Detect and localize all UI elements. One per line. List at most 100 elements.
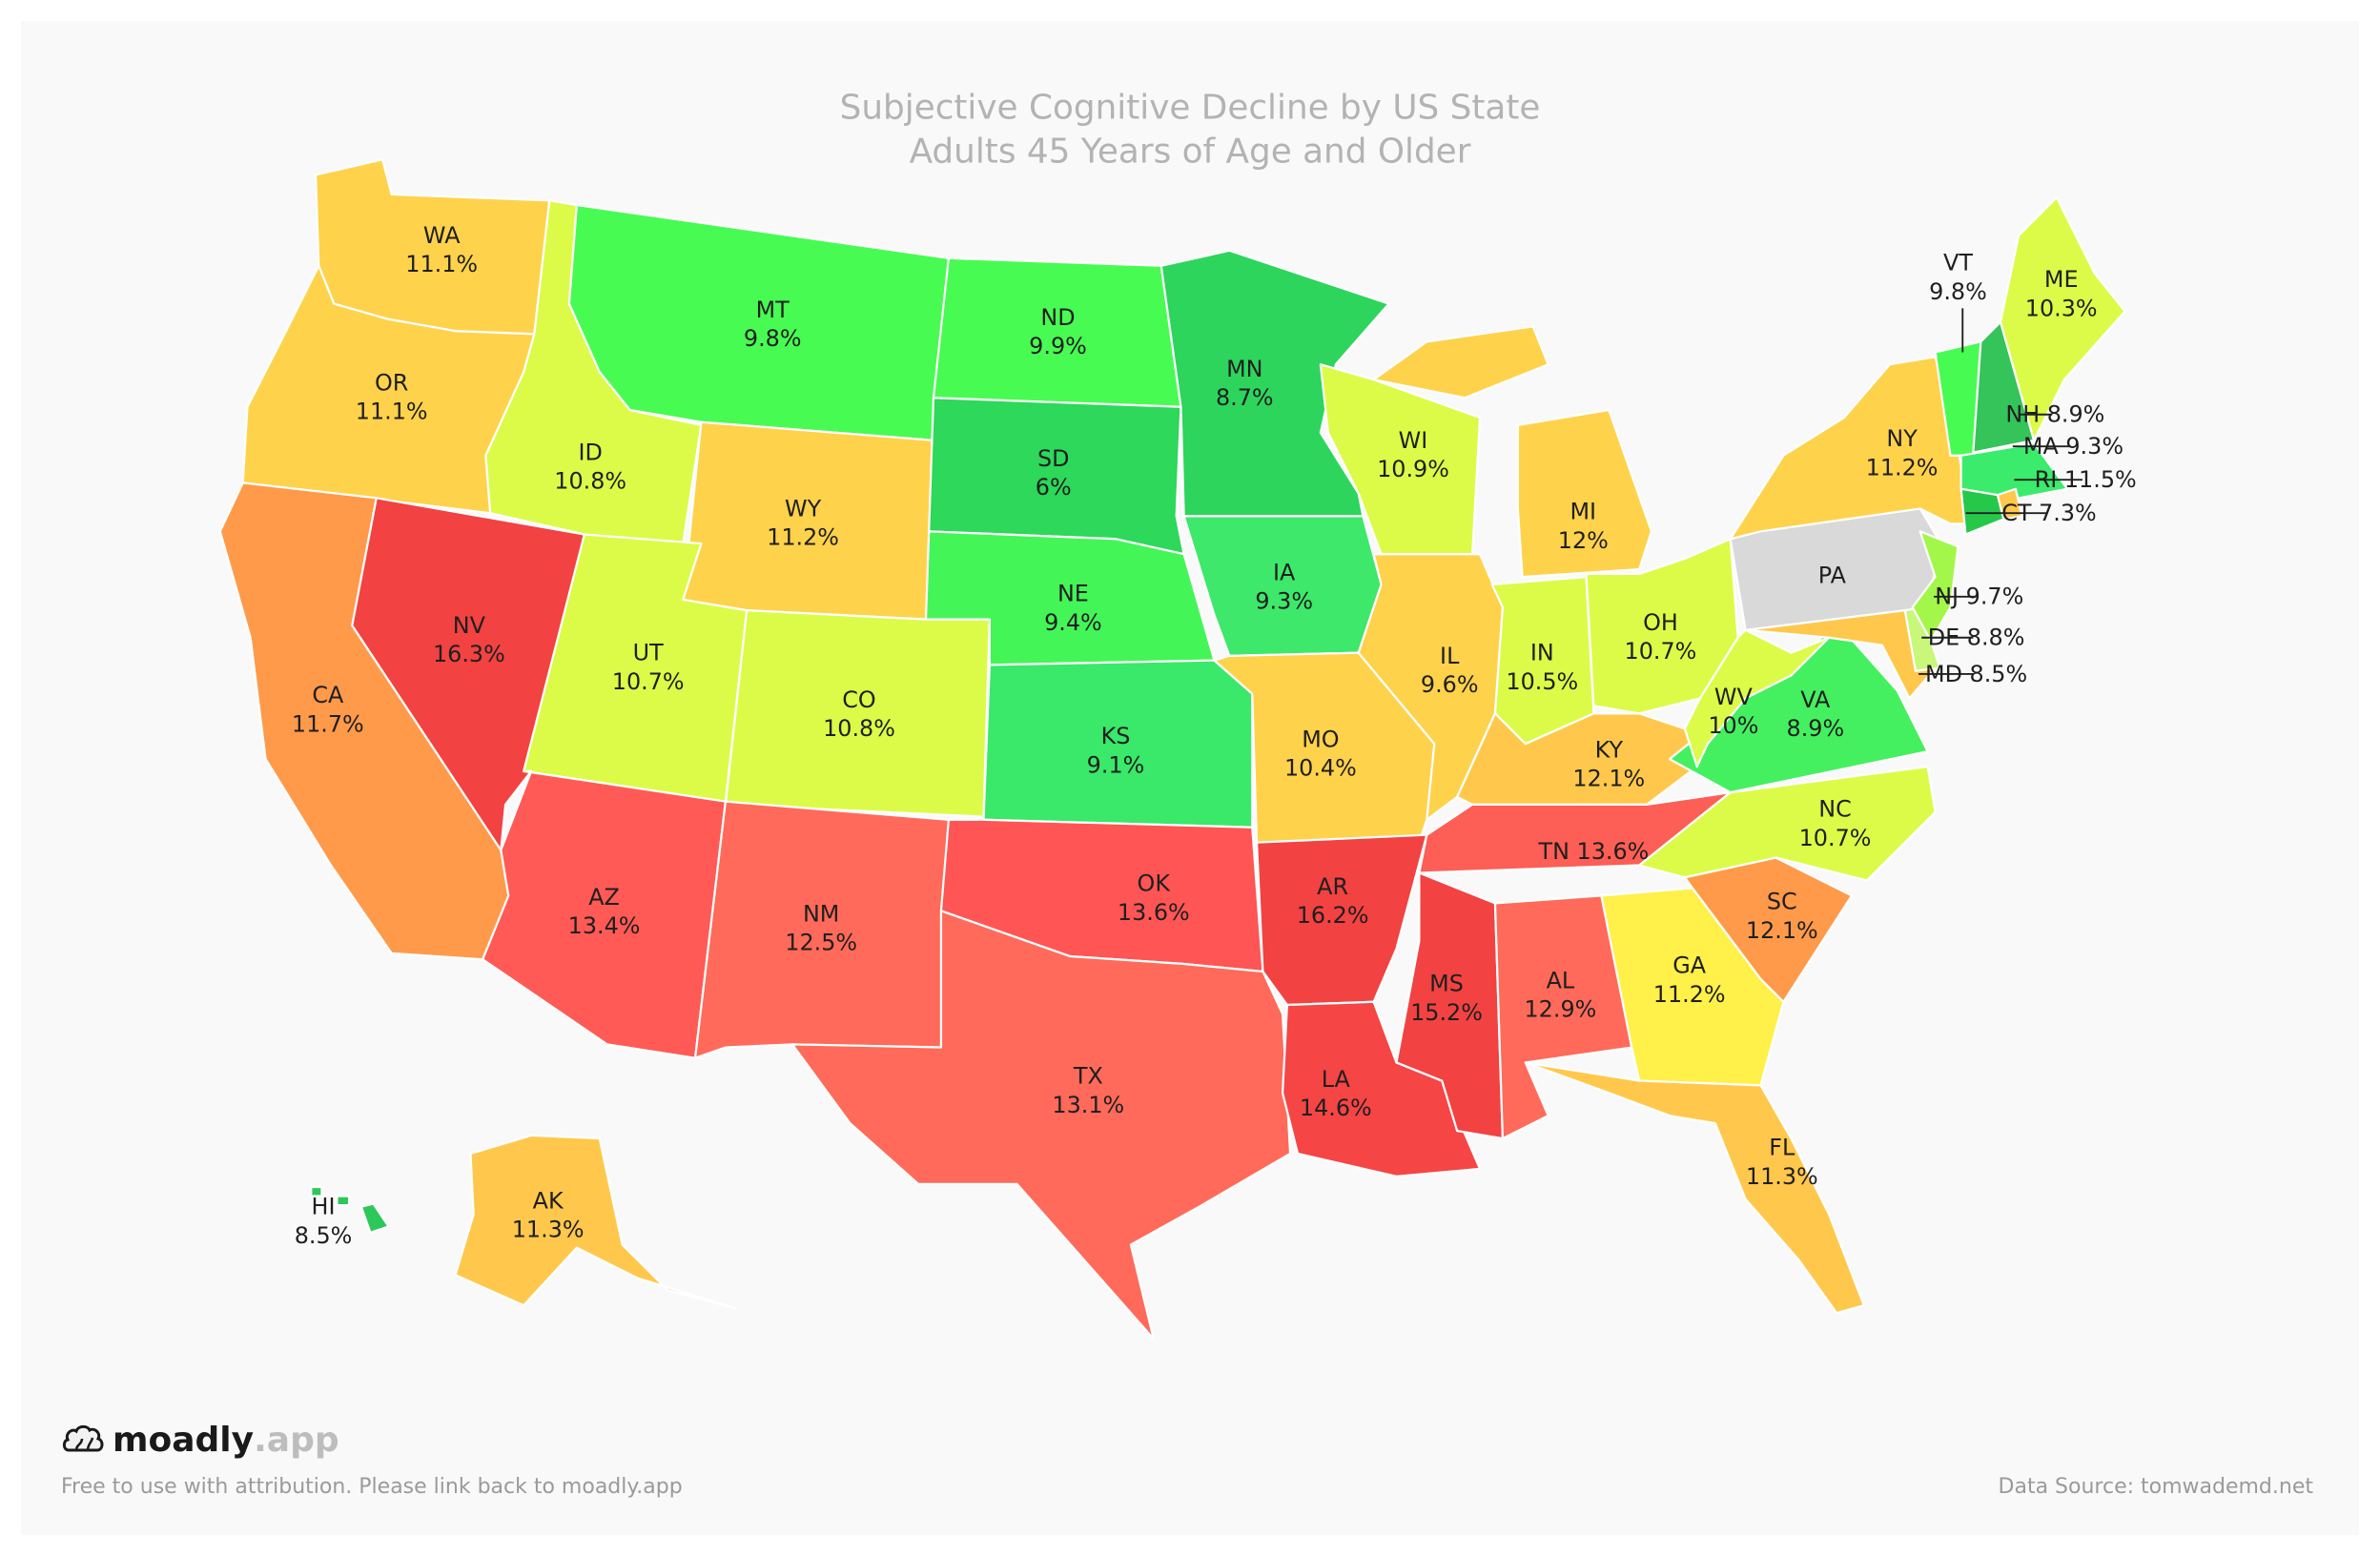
state-value-ia: 9.3% — [1255, 588, 1313, 615]
state-nc[interactable] — [1638, 765, 1937, 882]
state-label-va: VA — [1800, 686, 1831, 713]
state-label-pa: PA — [1818, 562, 1847, 588]
state-label-mt: MT — [756, 297, 790, 323]
state-value-ga: 11.2% — [1653, 981, 1726, 1008]
state-value-ca: 11.7% — [292, 710, 364, 737]
state-value-wv: 10% — [1708, 712, 1758, 739]
state-label-mo: MO — [1302, 726, 1339, 752]
map-subtitle: Adults 45 Years of Age and Older — [910, 133, 1471, 172]
state-value-va: 8.9% — [1787, 715, 1845, 742]
state-label-az: AZ — [588, 884, 620, 911]
state-wv[interactable] — [1683, 628, 1831, 768]
state-hi[interactable] — [310, 1185, 323, 1198]
state-label-mn: MN — [1226, 356, 1262, 382]
state-value-vt: 9.8% — [1929, 278, 1987, 305]
state-label-nc: NC — [1818, 796, 1852, 823]
state-label-ga: GA — [1672, 952, 1706, 979]
state-value-ks: 9.1% — [1087, 751, 1145, 778]
state-value-me: 10.3% — [2025, 295, 2098, 321]
state-value-wy: 11.2% — [767, 524, 839, 551]
state-hi[interactable] — [336, 1195, 351, 1207]
state-value-or: 11.1% — [356, 399, 428, 425]
state-value-il: 9.6% — [1421, 671, 1479, 698]
state-label-ks: KS — [1101, 723, 1131, 749]
state-label-id: ID — [579, 440, 603, 466]
state-value-mt: 9.8% — [744, 325, 802, 352]
state-label-md: MD 8.5% — [1925, 661, 2027, 687]
data-source-text: Data Source: tomwademd.net — [1998, 1475, 2313, 1499]
state-mi[interactable] — [1372, 325, 1549, 399]
state-label-mi: MI — [1570, 499, 1596, 525]
state-label-ct: CT 7.3% — [2001, 500, 2096, 526]
state-label-me: ME — [2044, 266, 2079, 293]
state-value-wa: 11.1% — [405, 251, 478, 277]
state-label-sc: SC — [1767, 889, 1797, 915]
state-value-fl: 11.3% — [1746, 1163, 1818, 1190]
state-co[interactable] — [724, 608, 991, 818]
state-value-ak: 11.3% — [512, 1217, 585, 1243]
state-ct[interactable] — [1959, 487, 2005, 536]
state-label-wa: WA — [423, 222, 461, 249]
state-tx[interactable] — [790, 910, 1292, 1341]
state-value-nv: 16.3% — [433, 641, 505, 667]
state-label-hi: HI — [312, 1194, 336, 1220]
state-value-in: 10.5% — [1506, 668, 1578, 695]
state-label-in: IN — [1530, 640, 1554, 666]
state-label-ca: CA — [312, 682, 344, 708]
state-value-ne: 9.4% — [1044, 609, 1102, 636]
state-label-nd: ND — [1040, 304, 1075, 331]
state-label-or: OR — [375, 369, 408, 396]
state-label-ky: KY — [1595, 737, 1624, 764]
state-value-al: 12.9% — [1525, 996, 1597, 1023]
state-value-mi: 12% — [1558, 527, 1609, 554]
state-label-ne: NE — [1057, 581, 1089, 607]
state-label-ar: AR — [1317, 873, 1348, 900]
state-label-ny: NY — [1886, 425, 1918, 452]
state-value-ky: 12.1% — [1572, 766, 1645, 792]
state-me[interactable] — [1999, 196, 2126, 441]
state-label-tx: TX — [1073, 1063, 1103, 1090]
state-mi[interactable] — [1516, 408, 1653, 579]
state-label-al: AL — [1547, 967, 1575, 993]
state-fl[interactable] — [1524, 1061, 1865, 1315]
state-label-oh: OH — [1643, 609, 1678, 636]
state-ia[interactable] — [1182, 515, 1383, 657]
state-ak[interactable] — [454, 1134, 738, 1310]
brand-logo[interactable]: moadly .app — [61, 1421, 339, 1460]
state-value-ms: 15.2% — [1410, 999, 1483, 1026]
state-label-wy: WY — [785, 495, 822, 522]
state-label-ak: AK — [533, 1187, 564, 1214]
state-la[interactable] — [1281, 1000, 1482, 1177]
state-label-wv: WV — [1714, 684, 1754, 710]
state-value-mo: 10.4% — [1284, 755, 1357, 782]
state-value-sd: 6% — [1036, 474, 1072, 501]
state-value-hi: 8.5% — [295, 1222, 353, 1249]
state-label-nv: NV — [453, 612, 486, 639]
brain-icon — [62, 1424, 104, 1451]
map-title: Subjective Cognitive Decline by US State — [840, 88, 1541, 127]
state-il[interactable] — [1357, 553, 1505, 821]
state-label-ri: RI 11.5% — [2035, 466, 2137, 493]
state-ma[interactable] — [1959, 441, 2069, 502]
state-hi[interactable] — [359, 1202, 390, 1234]
state-value-id: 10.8% — [554, 468, 626, 495]
state-value-nd: 9.9% — [1029, 333, 1087, 359]
state-value-ok: 13.6% — [1118, 899, 1190, 926]
state-label-fl: FL — [1769, 1135, 1795, 1161]
state-nj[interactable] — [1911, 530, 1959, 643]
attribution-text: Free to use with attribution. Please lin… — [61, 1475, 683, 1499]
state-value-nc: 10.7% — [1799, 825, 1872, 851]
state-value-ut: 10.7% — [612, 668, 685, 695]
state-ks[interactable] — [982, 659, 1254, 829]
state-ny[interactable] — [1729, 356, 1972, 541]
brand-tld: .app — [254, 1421, 339, 1460]
state-label-nj: NJ 9.7% — [1935, 584, 2023, 610]
state-label-tn: TN 13.6% — [1538, 838, 1650, 865]
state-label-il: IL — [1440, 643, 1460, 669]
state-value-oh: 10.7% — [1625, 638, 1697, 665]
state-label-co: CO — [842, 686, 875, 713]
state-value-wi: 10.9% — [1377, 456, 1449, 482]
state-mn[interactable] — [1159, 249, 1390, 518]
state-value-mn: 8.7% — [1216, 384, 1274, 411]
